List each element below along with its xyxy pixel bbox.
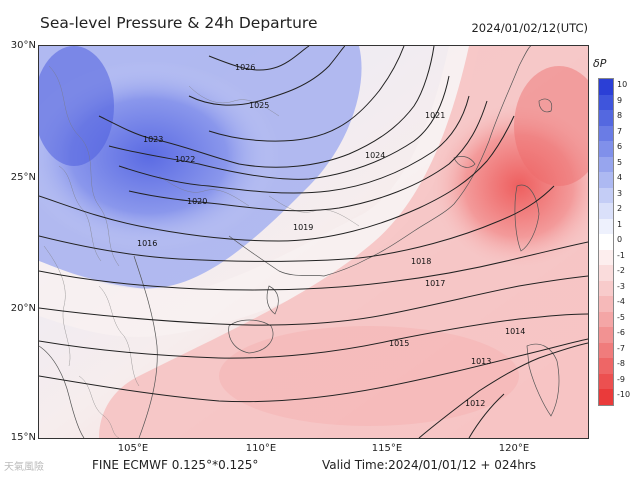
colorbar-segment — [599, 141, 613, 157]
colorbar-segment — [599, 172, 613, 188]
isobar-label-1019: 1019 — [293, 223, 313, 232]
lon-tick-115: 115°E — [371, 443, 403, 454]
colorbar-segment — [599, 94, 613, 110]
chart-title: Sea-level Pressure & 24h Departure — [40, 14, 318, 32]
isobar-labels: 1026 1025 1024 1023 1022 1021 1020 1019 … — [137, 63, 525, 408]
colorbar-title: δP — [593, 57, 607, 70]
isobar-label-1017: 1017 — [425, 279, 445, 288]
colorbar-segment — [599, 234, 613, 250]
pressure-map: 1026 1025 1024 1023 1022 1021 1020 1019 … — [39, 46, 588, 438]
colorbar-tick-label: -9 — [617, 374, 625, 384]
negative-departure-core — [429, 101, 588, 271]
colorbar-tick-label: -1 — [617, 250, 625, 260]
colorbar-segment — [599, 342, 613, 358]
isobar-label-1020: 1020 — [187, 197, 207, 206]
isobar-label-1024: 1024 — [365, 151, 385, 160]
isobar-label-1018: 1018 — [411, 257, 431, 266]
colorbar-tick-label: 9 — [617, 95, 623, 105]
colorbar-tick-label: 6 — [617, 142, 623, 151]
colorbar-tick-label: 10 — [617, 80, 628, 89]
positive-departure-max — [39, 46, 114, 166]
colorbar-tick-label: 8 — [617, 111, 623, 120]
colorbar-tick-label: 1 — [617, 219, 623, 229]
isobar-label-1023: 1023 — [143, 135, 163, 144]
colorbar-tick-label: 2 — [617, 204, 623, 213]
isobar-label-1013: 1013 — [471, 357, 491, 366]
colorbar-segment — [599, 218, 613, 234]
colorbar-tick-label: -3 — [617, 281, 625, 291]
isobar-label-1014: 1014 — [505, 327, 525, 336]
colorbar-tick-label: -5 — [617, 312, 625, 322]
colorbar-segment — [599, 156, 613, 172]
colorbar-segment — [599, 373, 613, 389]
colorbar-segment — [599, 125, 613, 141]
lat-tick-20: 20°N — [10, 303, 36, 314]
colorbar-segment — [599, 203, 613, 219]
colorbar-segment — [599, 79, 613, 95]
isobars — [39, 46, 588, 438]
watermark-logo: 天氣風險 — [4, 462, 44, 473]
colorbar-segment — [599, 358, 613, 374]
colorbar-tick-label: -2 — [617, 266, 625, 275]
colorbar-segment — [599, 187, 613, 203]
colorbar-tick-label: -7 — [617, 343, 625, 353]
colorbar-tick-label: -6 — [617, 328, 625, 337]
colorbar-tick-label: 5 — [617, 157, 623, 167]
isobar-label-1016: 1016 — [137, 239, 157, 248]
lat-tick-15: 15°N — [10, 432, 36, 443]
colorbar-segment — [599, 110, 613, 126]
map-panel: 1026 1025 1024 1023 1022 1021 1020 1019 … — [38, 45, 589, 439]
isobar-label-1012: 1012 — [465, 399, 485, 408]
colorbar-tick-label: 7 — [617, 126, 623, 136]
colorbar-tick-label: -10 — [617, 390, 631, 399]
colorbar — [598, 78, 614, 406]
colorbar-segment — [599, 389, 613, 405]
colorbar-segment — [599, 249, 613, 265]
colorbar-segment — [599, 311, 613, 327]
isobar-label-1015: 1015 — [389, 339, 409, 348]
colorbar-tick-label: 4 — [617, 173, 623, 182]
lon-tick-105: 105°E — [117, 443, 149, 454]
colorbar-segment — [599, 280, 613, 296]
colorbar-tick-label: 0 — [617, 235, 623, 244]
terrain-contours — [43, 65, 360, 438]
valid-time: Valid Time:2024/01/01/12 + 024hrs — [322, 458, 536, 472]
colorbar-segment — [599, 296, 613, 312]
colorbar-tick-label: 3 — [617, 188, 623, 198]
neutral-departure-band — [39, 46, 479, 337]
colorbar-segment — [599, 265, 613, 281]
isobar-label-1022: 1022 — [175, 155, 195, 164]
colorbar-tick-label: -8 — [617, 359, 625, 368]
isobar-label-1025: 1025 — [249, 101, 269, 110]
isobar-label-1021: 1021 — [425, 111, 445, 120]
lon-tick-110: 110°E — [245, 443, 277, 454]
lat-tick-25: 25°N — [10, 172, 36, 183]
colorbar-segment — [599, 327, 613, 343]
negative-departure-max — [514, 66, 588, 186]
lon-tick-120: 120°E — [498, 443, 530, 454]
negative-departure-south — [219, 326, 519, 426]
coastline — [39, 46, 560, 438]
colorbar-tick-label: -4 — [617, 297, 625, 306]
datetime-label: 2024/01/02/12(UTC) — [471, 21, 588, 35]
model-info: FINE ECMWF 0.125°*0.125° — [92, 458, 259, 472]
isobar-label-1026: 1026 — [235, 63, 255, 72]
lat-tick-30: 30°N — [10, 40, 36, 51]
